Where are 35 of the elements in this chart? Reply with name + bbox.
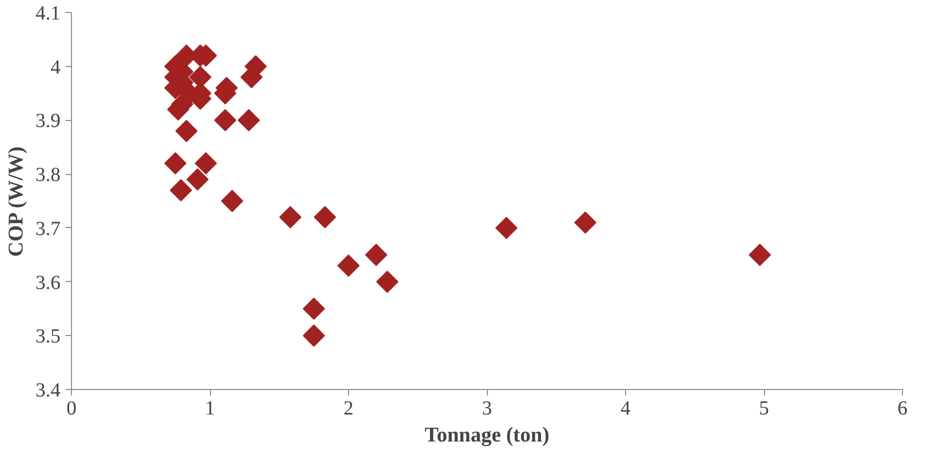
point: [186, 168, 209, 191]
point: [376, 270, 398, 293]
point: [164, 152, 186, 174]
y-tick-label: 3.7: [36, 218, 60, 240]
x-tick-label: 0: [66, 398, 76, 420]
x-tick-label: 3: [482, 398, 492, 420]
point: [365, 244, 388, 266]
point: [221, 190, 244, 212]
point: [748, 244, 771, 266]
x-tick-label: 1: [205, 398, 215, 420]
y-tick-label: 3.5: [36, 326, 60, 348]
x-axis-title: Tonnage (ton): [424, 422, 550, 446]
x-tick-label: 2: [344, 398, 354, 420]
point: [495, 216, 518, 240]
point: [302, 298, 325, 320]
point: [279, 206, 302, 228]
y-tick-label: 4: [50, 56, 60, 78]
point: [194, 152, 217, 174]
x-tick-label: 5: [759, 398, 769, 420]
point: [574, 211, 596, 234]
y-tick-label: 3.4: [36, 380, 60, 402]
y-axis-title: COP (W/W): [4, 146, 28, 257]
x-tick-label: 4: [620, 398, 630, 420]
y-tick-label: 3.6: [36, 272, 60, 294]
point: [302, 324, 325, 347]
point: [214, 109, 236, 132]
point: [337, 254, 360, 277]
point: [170, 179, 192, 202]
point: [238, 109, 260, 132]
point: [175, 120, 198, 142]
y-tick-label: 4.1: [36, 2, 60, 24]
y-tick-label: 3.9: [36, 110, 60, 132]
y-tick-label: 3.8: [36, 164, 60, 186]
point: [314, 206, 336, 228]
x-tick-label: 6: [898, 398, 908, 420]
